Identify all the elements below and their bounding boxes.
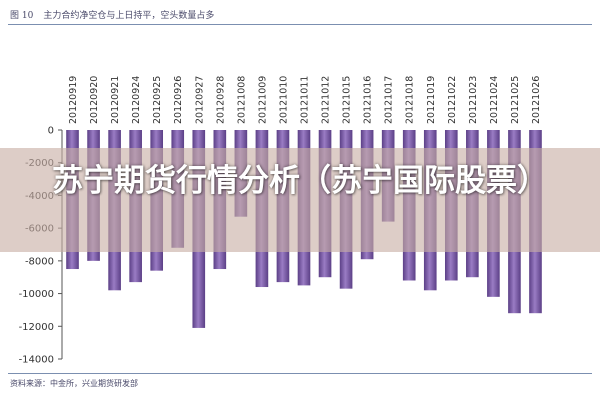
- x-category-label: 20120926: [173, 76, 184, 124]
- x-category-label: 20120921: [110, 76, 121, 124]
- x-category-label: 20121012: [321, 76, 332, 124]
- y-tick-label: -8000: [25, 256, 54, 267]
- y-tick-label: -12000: [19, 322, 54, 333]
- x-category-label: 20120927: [194, 76, 205, 124]
- x-category-label: 20120919: [68, 76, 79, 124]
- x-category-label: 20120928: [215, 76, 226, 124]
- footer-divider: [8, 373, 592, 374]
- x-category-label: 20121019: [426, 76, 437, 124]
- x-category-label: 20121023: [468, 76, 479, 124]
- title-divider: [8, 24, 592, 25]
- x-category-label: 20120924: [131, 76, 142, 124]
- figure-caption: 主力合约净空仓与上日持平，空头数量占多: [43, 11, 215, 21]
- x-category-label: 20121025: [510, 76, 521, 124]
- x-category-label: 20121008: [236, 76, 247, 124]
- x-category-label: 20121022: [447, 76, 458, 124]
- overlay-headline: 苏宁期货行情分析（苏宁国际股票）: [52, 163, 548, 199]
- x-category-label: 20121018: [405, 76, 416, 124]
- x-category-label: 20121015: [342, 76, 353, 124]
- x-category-label: 20121010: [278, 76, 289, 124]
- figure-title: 图 10 主力合约净空仓与上日持平，空头数量占多: [10, 8, 214, 21]
- y-tick-label: -10000: [19, 289, 54, 300]
- x-category-label: 20121011: [300, 76, 311, 124]
- x-category-label: 20120920: [89, 76, 100, 124]
- overlay-banner: [0, 148, 600, 252]
- x-category-label: 20121026: [531, 76, 542, 124]
- x-category-label: 20121016: [363, 76, 374, 124]
- x-category-label: 20121017: [384, 76, 395, 124]
- x-category-label: 20121024: [489, 76, 500, 124]
- y-tick-label: -14000: [19, 355, 54, 366]
- x-category-label: 20121009: [257, 76, 268, 124]
- x-category-label: 20120925: [152, 76, 163, 124]
- y-tick-label: 0: [48, 126, 54, 137]
- source-note: 资料来源：中金所，兴业期货研发部: [10, 379, 138, 388]
- figure-number: 图 10: [10, 11, 34, 21]
